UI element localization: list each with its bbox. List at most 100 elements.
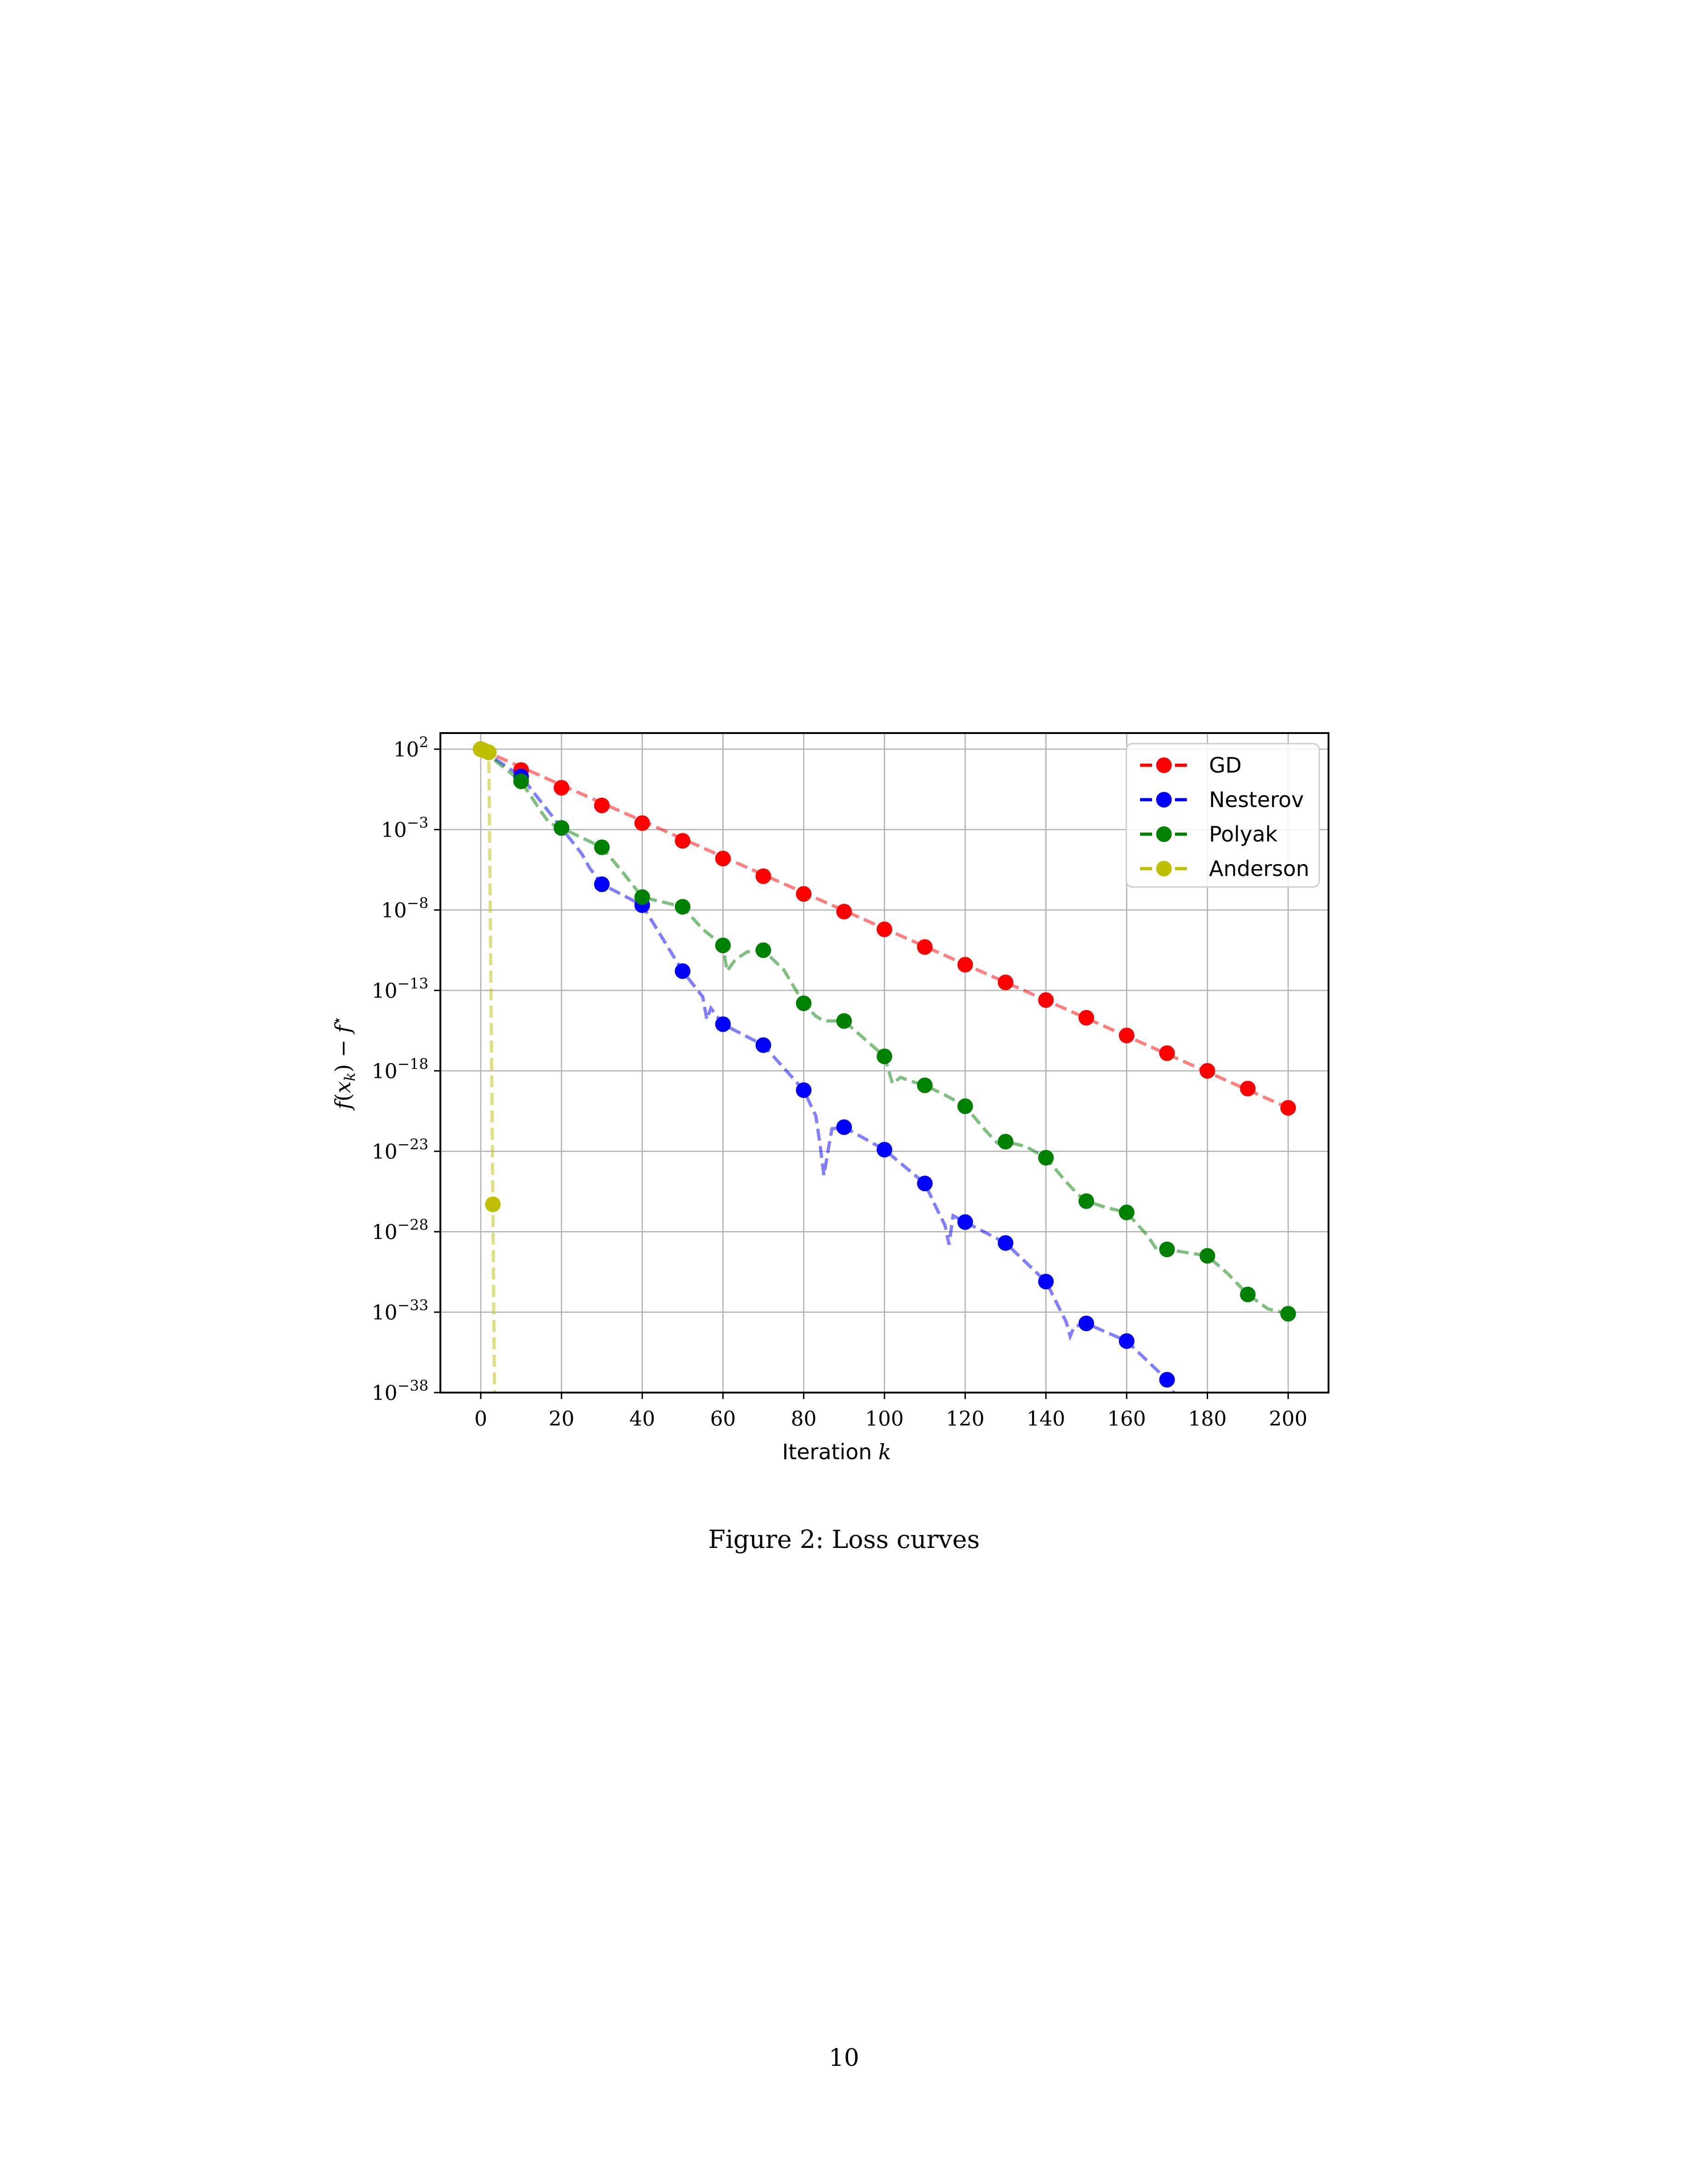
y-tick-label: 10−28	[371, 1216, 428, 1244]
data-point-nesterov	[917, 1176, 933, 1191]
data-point-polyak	[917, 1077, 933, 1093]
data-point-nesterov	[1078, 1315, 1095, 1331]
x-tick-label: 100	[865, 1407, 904, 1431]
x-tick-label: 160	[1107, 1407, 1146, 1431]
data-point-gd	[877, 921, 892, 937]
page-number: 10	[828, 2044, 860, 2072]
data-point-gd	[1078, 1010, 1095, 1026]
y-tick-exponent: −33	[397, 1297, 428, 1314]
y-tick-exponent: −13	[397, 975, 428, 992]
legend-label: Anderson	[1209, 856, 1309, 881]
series-polyak	[473, 741, 1296, 1322]
data-point-gd	[1199, 1063, 1215, 1079]
legend: GD Nesterov Polyak Anderson	[1125, 743, 1320, 888]
data-point-polyak	[715, 938, 731, 953]
data-point-polyak	[674, 899, 690, 915]
y-tick-base: 10	[371, 1221, 397, 1244]
y-tick-label: 10−3	[381, 814, 428, 842]
x-tick-label: 40	[629, 1407, 655, 1431]
data-point-gd	[634, 815, 650, 831]
data-point-gd	[1159, 1045, 1175, 1061]
x-tick-label: 80	[791, 1407, 816, 1431]
y-tick-exponent: −38	[397, 1377, 428, 1394]
data-point-nesterov	[796, 1082, 812, 1098]
data-point-polyak	[796, 995, 812, 1011]
data-point-nesterov	[877, 1142, 892, 1158]
y-tick-base: 10	[381, 899, 407, 922]
data-point-polyak	[755, 942, 771, 958]
data-point-gd	[553, 780, 570, 796]
legend-label: Polyak	[1209, 822, 1277, 847]
data-point-nesterov	[1159, 1372, 1175, 1388]
data-point-nesterov	[1118, 1333, 1135, 1349]
y-tick-exponent: 2	[419, 734, 428, 751]
data-point-polyak	[836, 1013, 852, 1029]
x-axis-ticks: 0 20 40 60 80 100 120 140 160 180 200	[474, 1393, 1307, 1431]
figure-caption: Figure 2: Loss curves	[708, 1525, 980, 1554]
data-point-polyak	[1078, 1193, 1095, 1209]
data-point-polyak	[1038, 1150, 1054, 1166]
data-point-nesterov	[715, 1016, 731, 1032]
data-point-gd	[957, 957, 973, 973]
legend-label: Nesterov	[1209, 787, 1304, 812]
y-tick-base: 10	[393, 738, 419, 762]
y-tick-label: 10−33	[371, 1297, 428, 1325]
y-tick-exponent: −18	[397, 1055, 428, 1073]
data-point-gd	[674, 833, 690, 849]
data-point-polyak	[634, 889, 650, 905]
legend-entry-nesterov: Nesterov	[1140, 787, 1304, 812]
y-tick-label: 10−18	[371, 1055, 428, 1083]
x-tick-label: 140	[1026, 1407, 1065, 1431]
data-point-nesterov	[1240, 1432, 1255, 1447]
data-point-anderson	[485, 1196, 501, 1212]
x-tick-label: 180	[1188, 1407, 1227, 1431]
x-tick-label: 20	[548, 1407, 574, 1431]
y-tick-base: 10	[371, 1060, 397, 1083]
data-point-gd	[715, 851, 731, 866]
y-axis-ticks: 10210−310−810−1310−1810−2310−2810−3310−3…	[371, 734, 440, 1405]
data-point-gd	[917, 939, 933, 955]
data-point-polyak	[877, 1048, 892, 1064]
y-tick-base: 10	[371, 1140, 397, 1164]
x-tick-label: 60	[710, 1407, 736, 1431]
data-point-gd	[836, 904, 852, 920]
y-tick-base: 10	[371, 1382, 397, 1405]
data-point-nesterov	[755, 1037, 771, 1053]
data-point-polyak	[513, 774, 529, 789]
data-point-gd	[796, 886, 812, 902]
legend-swatch-marker	[1156, 757, 1172, 773]
data-point-polyak	[1240, 1286, 1256, 1302]
data-point-nesterov	[836, 1119, 852, 1135]
x-axis-label: Iteration k	[782, 1439, 891, 1464]
svg-text:f(xk) − f⋆: f(xk) − f⋆	[328, 1016, 359, 1110]
y-tick-base: 10	[371, 979, 397, 1003]
data-point-polyak	[998, 1134, 1014, 1149]
data-point-gd	[1240, 1081, 1256, 1097]
y-tick-base: 10	[371, 1301, 397, 1325]
data-point-gd	[1280, 1100, 1296, 1116]
legend-entry-anderson: Anderson	[1140, 856, 1309, 881]
data-point-polyak	[957, 1098, 973, 1114]
data-point-polyak	[1199, 1248, 1215, 1264]
data-point-nesterov	[1038, 1274, 1054, 1290]
data-point-nesterov	[674, 963, 690, 979]
y-tick-exponent: −28	[397, 1216, 428, 1234]
y-tick-exponent: −8	[407, 894, 428, 912]
x-tick-label: 0	[474, 1407, 487, 1431]
y-tick-exponent: −3	[407, 814, 428, 831]
x-tick-label: 120	[946, 1407, 985, 1431]
legend-entry-polyak: Polyak	[1140, 822, 1277, 847]
y-axis-label: f(xk) − f⋆	[328, 1016, 359, 1110]
legend-box	[1125, 743, 1320, 888]
data-point-polyak	[1118, 1205, 1135, 1220]
y-tick-label: 10−13	[371, 975, 428, 1003]
data-point-gd	[1118, 1028, 1135, 1043]
series-anderson	[473, 741, 501, 1393]
data-point-polyak	[594, 839, 610, 855]
legend-swatch-marker	[1156, 826, 1172, 842]
data-point-gd	[755, 868, 771, 884]
y-tick-label: 10−8	[381, 894, 428, 922]
legend-swatch-marker	[1156, 792, 1172, 808]
data-point-gd	[1038, 992, 1054, 1008]
